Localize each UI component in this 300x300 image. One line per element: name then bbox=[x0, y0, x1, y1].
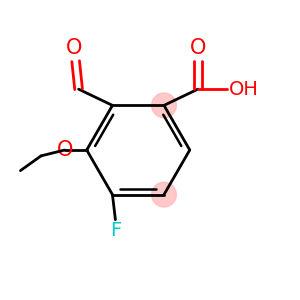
Text: O: O bbox=[190, 38, 206, 58]
Circle shape bbox=[152, 182, 176, 207]
Text: O: O bbox=[66, 38, 82, 58]
Text: F: F bbox=[110, 221, 121, 240]
Circle shape bbox=[152, 93, 176, 118]
Text: OH: OH bbox=[229, 80, 259, 99]
Text: O: O bbox=[56, 140, 73, 160]
